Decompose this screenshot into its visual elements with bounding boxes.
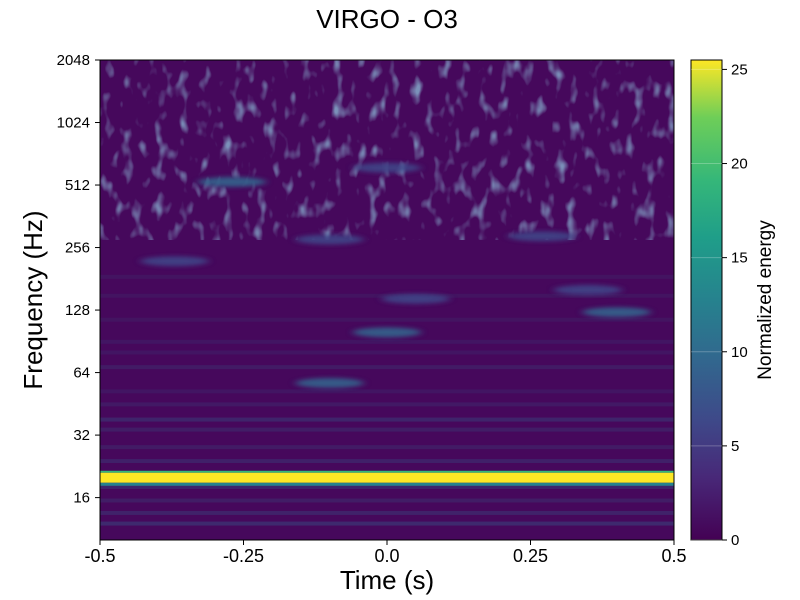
frequency-band xyxy=(100,427,674,432)
x-axis: -0.5 -0.25 0.0 0.25 0.5 xyxy=(84,540,687,566)
energy-blob xyxy=(295,378,364,389)
line-lower-edge xyxy=(100,482,674,486)
energy-blob xyxy=(553,284,622,295)
frequency-band xyxy=(100,417,674,422)
energy-blob xyxy=(353,162,421,173)
colorbar: 0 5 10 15 20 25 xyxy=(690,59,748,549)
frequency-band xyxy=(100,389,674,394)
y-tick-label: 1024 xyxy=(57,115,90,132)
colorbar-tick-label: 15 xyxy=(731,250,748,267)
y-axis: 16 32 64 128 256 512 1024 2048 xyxy=(57,52,100,507)
frequency-band xyxy=(100,459,674,464)
energy-blob xyxy=(507,231,576,242)
y-axis-label: Frequency (Hz) xyxy=(18,210,48,389)
energy-blob xyxy=(381,293,450,304)
y-tick-label: 128 xyxy=(65,302,90,319)
colorbar-label: Normalized energy xyxy=(755,220,776,380)
colorbar-tick-label: 20 xyxy=(731,156,748,173)
x-tick-label: 0.5 xyxy=(661,546,686,566)
frequency-band xyxy=(100,317,674,322)
frequency-band xyxy=(100,402,674,407)
chart-title: VIRGO - O3 xyxy=(316,4,458,34)
energy-blob xyxy=(198,176,267,187)
frequency-band xyxy=(100,498,674,503)
energy-blob xyxy=(295,234,364,245)
frequency-band xyxy=(100,521,674,526)
colorbar-tick-label: 0 xyxy=(731,532,739,549)
persistent-line-group xyxy=(100,470,674,486)
x-axis-label: Time (s) xyxy=(340,565,434,595)
x-tick-label: 0.0 xyxy=(374,546,399,566)
y-tick-label: 512 xyxy=(65,177,90,194)
frequency-band xyxy=(100,510,674,515)
colorbar-gradient xyxy=(690,59,723,541)
colorbar-tick-label: 5 xyxy=(731,438,739,455)
frequency-band xyxy=(100,339,674,344)
x-tick-label: 0.25 xyxy=(513,546,548,566)
energy-blobs xyxy=(140,162,651,389)
low-frequency-bands xyxy=(100,274,674,526)
frequency-band xyxy=(100,484,674,489)
persistent-line xyxy=(100,472,674,483)
y-tick-label: 32 xyxy=(73,427,90,444)
frequency-band xyxy=(100,445,674,450)
y-tick-label: 64 xyxy=(73,365,90,382)
y-tick-label: 256 xyxy=(65,240,90,257)
x-tick-label: -0.5 xyxy=(84,546,115,566)
x-tick-label: -0.25 xyxy=(223,546,264,566)
high-frequency-noise xyxy=(100,60,674,240)
plot-area xyxy=(100,60,674,540)
colorbar-tick-label: 10 xyxy=(731,344,748,361)
y-tick-label: 16 xyxy=(73,490,90,507)
line-upper-edge xyxy=(100,470,674,473)
colorbar-tick-label: 25 xyxy=(731,61,748,78)
frequency-band xyxy=(100,274,674,279)
frequency-band xyxy=(100,350,674,355)
energy-blob xyxy=(353,327,421,338)
energy-blob xyxy=(140,256,209,267)
frequency-band xyxy=(100,293,674,298)
frequency-band xyxy=(100,365,674,370)
y-tick-label: 2048 xyxy=(57,52,90,69)
energy-blob xyxy=(582,307,651,318)
